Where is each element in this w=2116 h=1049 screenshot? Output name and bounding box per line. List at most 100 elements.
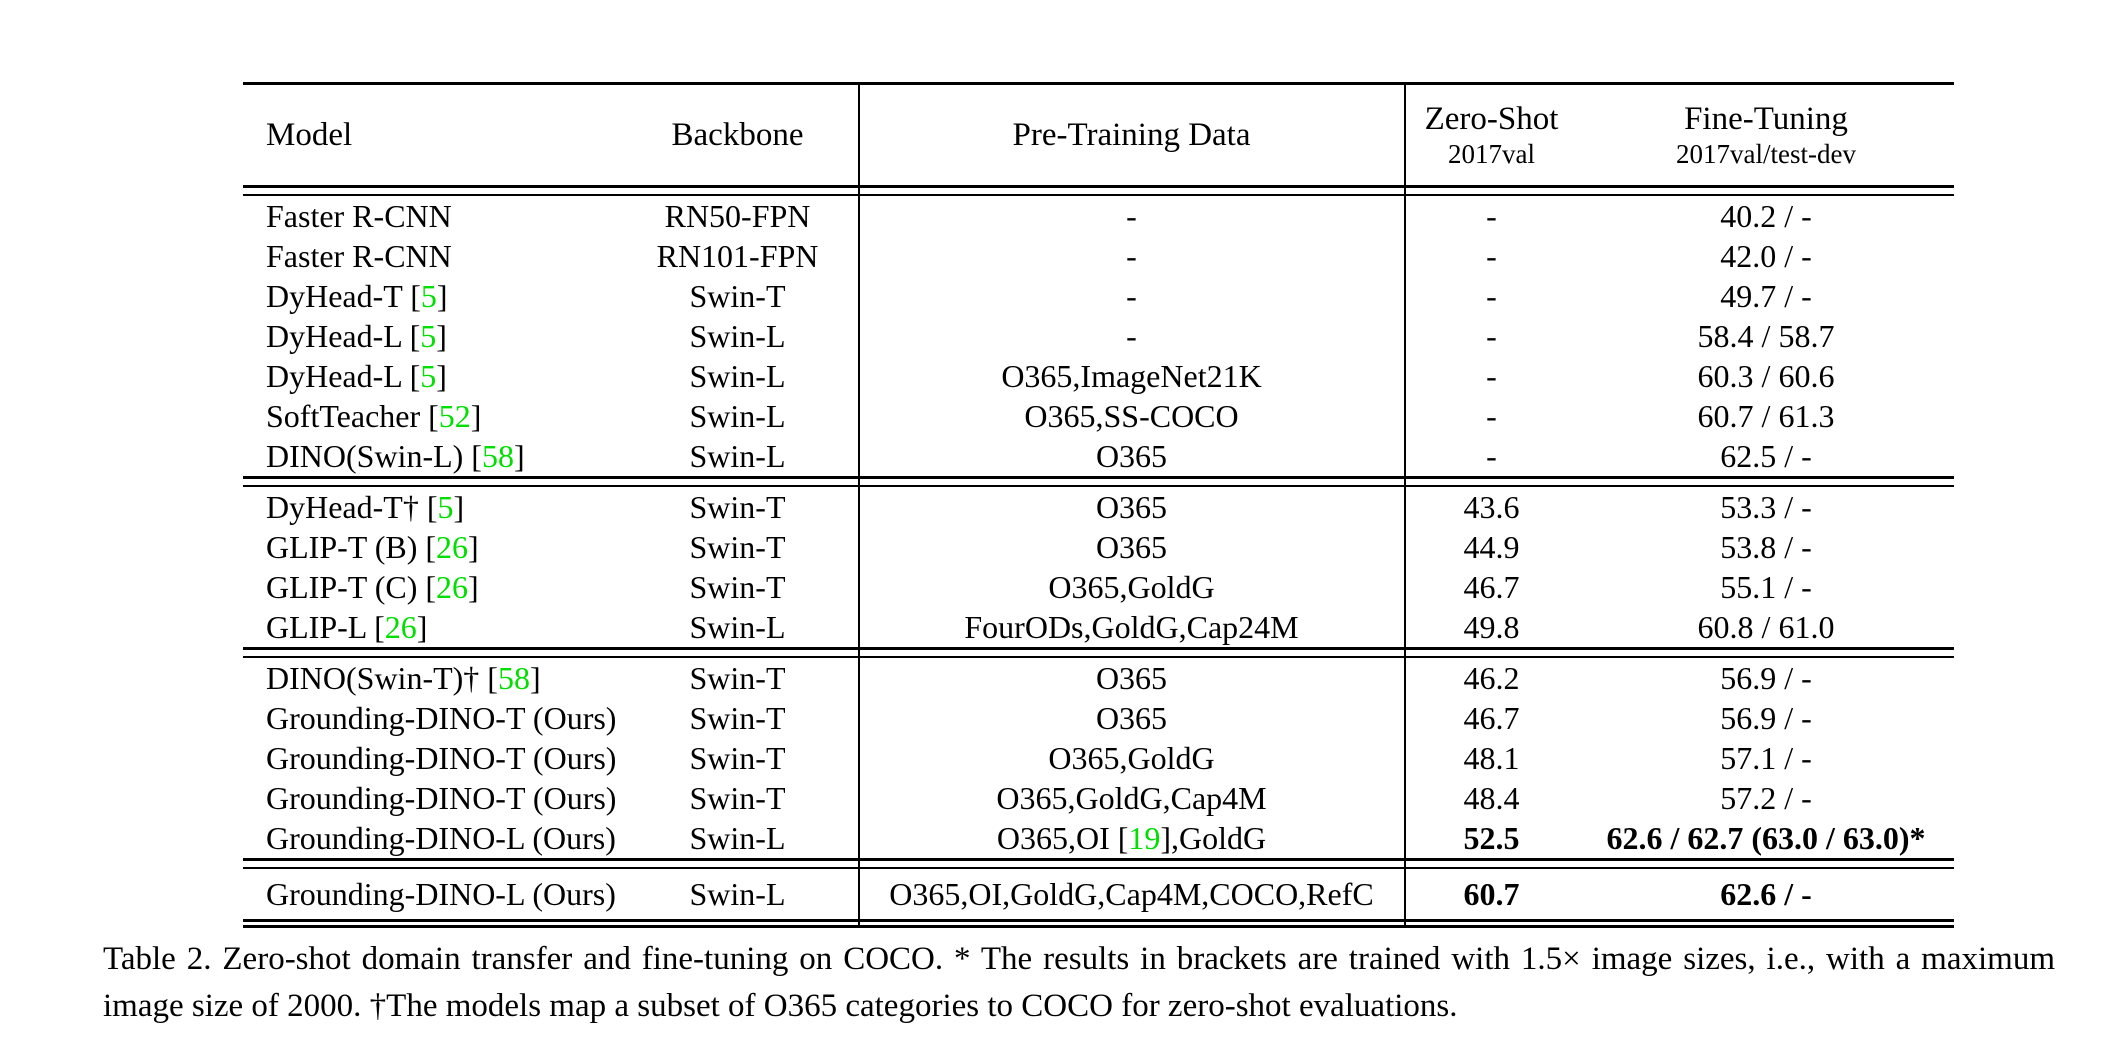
cell-zero-shot-ap: 48.1 — [1463, 739, 1520, 776]
cell-model: DyHead-T† [5] — [266, 488, 465, 525]
cell-fine-tuning-ap: 57.2 / - — [1720, 779, 1812, 816]
cell-backbone: RN101-FPN — [656, 237, 819, 274]
table-row: Grounding-DINO-T (Ours) Swin-T O365,GoldG 4… — [243, 738, 1954, 778]
cell-zero-shot-ap: 44.9 — [1463, 528, 1520, 565]
table-group-grounding-dino: DINO(Swin-T)† [58] Swin-T O365 46.2 56.9 / -… — [243, 658, 1954, 858]
group-separator-rule — [243, 858, 1954, 869]
table-bottom-rule — [243, 919, 1954, 928]
cell-model: GLIP-L [26] — [266, 608, 428, 645]
table-row: Grounding-DINO-L (Ours) Swin-L O365,OI,Gol… — [243, 869, 1954, 919]
table-group-supervised: Faster R-CNN RN50-FPN - -40.2 / - Faster R-C… — [243, 196, 1954, 476]
zero-shot-subtitle: 2017val — [1448, 138, 1535, 169]
cell-backbone: Swin-L — [689, 317, 786, 354]
cell-fine-tuning-ap: 62.6 / - — [1720, 875, 1812, 912]
citation-number: 26 — [436, 528, 469, 565]
cell-fine-tuning-ap: 57.1 / - — [1720, 739, 1812, 776]
col-header-backbone: Backbone — [671, 116, 804, 153]
results-table: Model Backbone Pre-Training Data Zero-Sh… — [243, 82, 1954, 928]
cell-pretraining-data: O365,GoldG — [1048, 739, 1215, 776]
cell-backbone: Swin-L — [689, 437, 786, 474]
cell-zero-shot-ap: - — [1486, 197, 1497, 234]
table-row: SoftTeacher [52] Swin-L O365,SS-COCO - 60.7 … — [243, 396, 1954, 436]
cell-fine-tuning-ap: 60.8 / 61.0 — [1697, 608, 1835, 645]
col-header-zero-shot: Zero-Shot 2017val — [1405, 100, 1578, 171]
column-divider-backbone-pretrain — [858, 85, 860, 925]
fine-tuning-subtitle: 2017val/test-dev — [1676, 138, 1856, 169]
table-row: DINO(Swin-T)† [58] Swin-T O365 46.2 56.9 / - — [243, 658, 1954, 698]
cell-backbone: Swin-L — [689, 608, 786, 645]
cell-pretraining-data: O365 — [1095, 699, 1168, 736]
cell-zero-shot-ap: - — [1486, 237, 1497, 274]
table-row: DyHead-L [5] Swin-L - - 58.4 / 58.7 — [243, 316, 1954, 356]
cell-pretraining-data: O365 — [1095, 659, 1168, 696]
table-row: Grounding-DINO-T (Ours) Swin-T O365 46.7 56.… — [243, 698, 1954, 738]
cell-model: DyHead-L [5] — [266, 357, 447, 394]
cell-model: DyHead-T [5] — [266, 277, 448, 314]
col-header-model: Model — [266, 116, 353, 153]
cell-pretraining-data: O365,SS-COCO — [1024, 397, 1239, 434]
cell-pretraining-data: - — [1126, 277, 1137, 314]
table-top-rule — [243, 82, 1954, 85]
cell-backbone: RN50-FPN — [664, 197, 811, 234]
citation-number: 52 — [438, 397, 471, 434]
cell-backbone: Swin-T — [689, 568, 786, 605]
cell-model: Faster R-CNN — [266, 197, 452, 234]
citation-number: 5 — [437, 488, 454, 525]
citation-number: 19 — [1128, 819, 1161, 856]
cell-zero-shot-ap: 49.8 — [1463, 608, 1520, 645]
cell-pretraining-data: O365,OI,GoldG,Cap4M,COCO,RefC — [889, 875, 1374, 912]
cell-fine-tuning-ap: 49.7 / - — [1720, 277, 1812, 314]
cell-backbone: Swin-T — [689, 277, 786, 314]
cell-model: Grounding-DINO-L (Ours) — [266, 819, 616, 856]
cell-zero-shot-ap: - — [1486, 277, 1497, 314]
cell-pretraining-data: FourODs,GoldG,Cap24M — [964, 608, 1299, 645]
cell-pretraining-data: O365,OI [19],GoldG — [996, 819, 1267, 856]
col-header-pretraining-data: Pre-Training Data — [1012, 116, 1251, 153]
cell-backbone: Swin-L — [689, 819, 786, 856]
table-row: Grounding-DINO-L (Ours) Swin-L O365,OI [19… — [243, 818, 1954, 858]
table-row: Faster R-CNN RN101-FPN - - 42.0 / - — [243, 236, 1954, 276]
citation-number: 5 — [420, 357, 437, 394]
cell-fine-tuning-ap: 60.7 / 61.3 — [1697, 397, 1835, 434]
table-header-row: Model Backbone Pre-Training Data Zero-Sh… — [243, 85, 1954, 185]
table-group-zero-shot-baselines: DyHead-T† [5] Swin-T O365 43.6 53.3 / - GLIP-… — [243, 487, 1954, 647]
table-row: DINO(Swin-L) [58] Swin-L O365 - 62.5 / - — [243, 436, 1954, 476]
cell-backbone: Swin-L — [689, 357, 786, 394]
table-row: Grounding-DINO-T (Ours) Swin-T O365,GoldG,… — [243, 778, 1954, 818]
cell-backbone: Swin-T — [689, 488, 786, 525]
cell-model: DINO(Swin-T)† [58] — [266, 659, 541, 696]
cell-model: Grounding-DINO-T (Ours) — [266, 739, 617, 776]
cell-model: SoftTeacher [52] — [266, 397, 482, 434]
table-row: Faster R-CNN RN50-FPN - - 40.2 / - — [243, 196, 1954, 236]
zero-shot-label: Zero-Shot — [1424, 100, 1559, 137]
citation-number: 58 — [497, 659, 530, 696]
cell-pretraining-data: O365,GoldG,Cap4M — [996, 779, 1267, 816]
cell-pretraining-data: O365,ImageNet21K — [1001, 357, 1262, 394]
citation-number: 26 — [384, 608, 417, 645]
cell-fine-tuning-ap: 53.8 / - — [1720, 528, 1812, 565]
cell-model: DyHead-L [5] — [266, 317, 447, 354]
group-separator-rule — [243, 476, 1954, 487]
table-row: GLIP-T (C) [26] Swin-T O365,GoldG 46.7 55.1 … — [243, 567, 1954, 607]
citation-number: 58 — [481, 437, 514, 474]
cell-fine-tuning-ap: 42.0 / - — [1720, 237, 1812, 274]
cell-fine-tuning-ap: 40.2 / - — [1720, 197, 1812, 234]
cell-fine-tuning-ap: 62.6 / 62.7 (63.0 / 63.0)* — [1606, 819, 1926, 856]
cell-fine-tuning-ap: 62.5 / - — [1720, 437, 1812, 474]
cell-backbone: Swin-T — [689, 699, 786, 736]
cell-pretraining-data: O365 — [1095, 488, 1168, 525]
cell-model: GLIP-T (C) [26] — [266, 568, 479, 605]
cell-zero-shot-ap: 46.7 — [1463, 568, 1520, 605]
cell-zero-shot-ap: 43.6 — [1463, 488, 1520, 525]
group-separator-rule — [243, 647, 1954, 658]
cell-zero-shot-ap: 52.5 — [1463, 819, 1520, 856]
cell-fine-tuning-ap: 60.3 / 60.6 — [1697, 357, 1835, 394]
cell-model: Faster R-CNN — [266, 237, 452, 274]
cell-fine-tuning-ap: 53.3 / - — [1720, 488, 1812, 525]
table-row: GLIP-L [26] Swin-L FourODs,GoldG,Cap24M 49.… — [243, 607, 1954, 647]
cell-pretraining-data: O365 — [1095, 528, 1168, 565]
cell-model: Grounding-DINO-T (Ours) — [266, 779, 617, 816]
table-row: DyHead-L [5] Swin-L O365,ImageNet21K - 60.3 … — [243, 356, 1954, 396]
header-separator-rule — [243, 185, 1954, 196]
